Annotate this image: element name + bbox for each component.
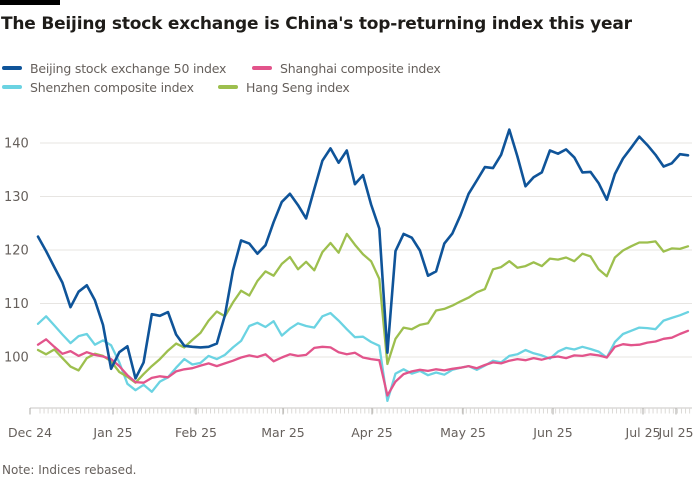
legend-label-shanghai: Shanghai composite index [280, 60, 441, 76]
series-line-hangseng [36, 232, 690, 384]
x-tick-label: Jun 25 [532, 425, 572, 440]
series-line-shenzhen [36, 310, 690, 403]
legend-item-beijing: Beijing stock exchange 50 index [2, 60, 227, 76]
legend-label-beijing: Beijing stock exchange 50 index [30, 60, 227, 76]
y-tick-label: 120 [4, 244, 29, 259]
chart-note: Note: Indices rebased. [2, 463, 137, 477]
legend-label-hangseng: Hang Seng index [246, 79, 350, 95]
legend-swatch-hangseng [218, 85, 238, 89]
y-tick-label: 100 [4, 351, 29, 366]
x-tick-label: Mar 25 [261, 425, 304, 440]
legend-swatch-shenzhen [2, 85, 22, 89]
series-line-shanghai [36, 329, 690, 397]
x-tick-label: Jan 25 [92, 425, 132, 440]
x-tick-label: Jul 25 [658, 425, 694, 440]
legend-swatch-shanghai [252, 66, 272, 70]
series-line-beijing [36, 128, 690, 380]
legend-swatch-beijing [2, 66, 22, 70]
x-tick-label: May 25 [440, 425, 486, 440]
x-tick-label: Feb 25 [175, 425, 217, 440]
legend-item-shanghai: Shanghai composite index [252, 60, 441, 76]
x-tick-label: Apr 25 [351, 425, 393, 440]
legend-item-hangseng: Hang Seng index [218, 79, 350, 95]
y-tick-label: 110 [4, 297, 29, 312]
x-tick-label: Dec 24 [8, 425, 52, 440]
x-tick-label: Jul 25 [625, 425, 661, 440]
legend-item-shenzhen: Shenzhen composite index [2, 79, 194, 95]
y-tick-label: 140 [4, 137, 29, 152]
legend-label-shenzhen: Shenzhen composite index [30, 79, 194, 95]
y-tick-label: 130 [4, 190, 29, 205]
chart-title: The Beijing stock exchange is China's to… [1, 14, 632, 34]
kicker-bar [0, 0, 60, 5]
